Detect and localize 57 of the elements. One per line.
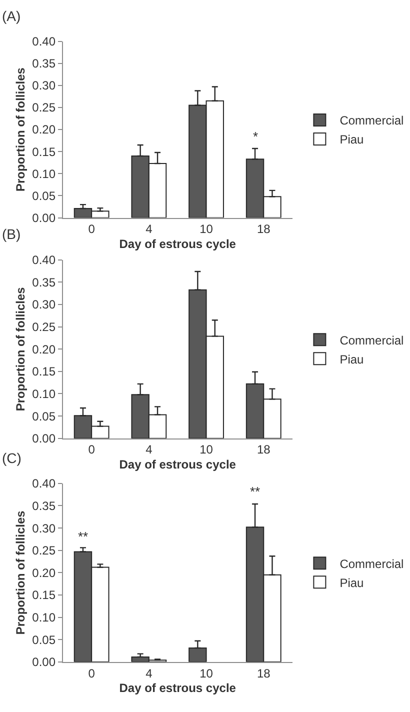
- y-tick-label: 0.30: [32, 298, 56, 312]
- y-tick-label: 0.40: [32, 34, 56, 49]
- y-tick-label: 0.00: [32, 655, 56, 670]
- x-tick-label: 10: [200, 666, 214, 680]
- annotation: **: [78, 529, 88, 544]
- x-tick-label: 18: [256, 666, 271, 680]
- x-tick-label: 0: [88, 222, 96, 236]
- y-tick-label: 0.05: [32, 188, 56, 203]
- x-tick-label: 0: [88, 666, 96, 680]
- x-tick-label: 0: [88, 442, 96, 457]
- x-tick-label: 4: [146, 222, 153, 236]
- x-axis-title: Day of estrous cycle: [119, 237, 236, 252]
- y-axis-title: Proportion of follicles: [13, 67, 28, 192]
- y-tick-label: 0.25: [32, 100, 56, 115]
- y-axis-title: Proportion of follicles: [13, 286, 28, 412]
- y-tick-label: 0.40: [32, 253, 56, 268]
- y-tick-label: 0.20: [32, 122, 56, 137]
- y-tick-label: 0.35: [32, 56, 56, 71]
- y-tick-label: 0.15: [32, 144, 56, 159]
- legend-label: Commercial: [340, 333, 404, 348]
- x-tick-label: 10: [200, 442, 214, 457]
- x-axis-title: Day of estrous cycle: [119, 681, 236, 696]
- y-tick-label: 0.20: [32, 342, 56, 356]
- y-tick-label: 0.15: [32, 364, 56, 379]
- x-tick-label: 10: [200, 222, 214, 236]
- chart-title: (B): [2, 226, 21, 242]
- x-tick-label: 4: [146, 666, 153, 680]
- chart-title: (C): [2, 450, 22, 466]
- legend-label: Commercial: [340, 114, 404, 128]
- x-tick-label: 4: [146, 442, 153, 457]
- x-tick-label: 18: [256, 222, 271, 236]
- y-tick-label: 0.00: [32, 432, 56, 446]
- annotation: *: [253, 129, 258, 144]
- y-tick-label: 0.30: [32, 521, 56, 536]
- y-tick-label: 0.15: [32, 588, 56, 602]
- y-tick-label: 0.05: [32, 409, 56, 424]
- legend-label: Piau: [340, 132, 364, 147]
- y-tick-label: 0.25: [32, 320, 56, 334]
- y-tick-label: 0.20: [32, 566, 56, 580]
- y-axis-title: Proportion of follicles: [13, 510, 28, 635]
- legend-label: Piau: [340, 576, 364, 590]
- y-tick-label: 0.35: [32, 498, 56, 513]
- y-tick-label: 0.00: [32, 210, 56, 225]
- y-tick-label: 0.10: [32, 386, 56, 401]
- annotation: **: [250, 484, 260, 499]
- x-axis-title: Day of estrous cycle: [119, 458, 236, 472]
- y-tick-label: 0.30: [32, 78, 56, 93]
- chart-title: (A): [2, 8, 21, 24]
- y-tick-label: 0.25: [32, 544, 56, 558]
- y-tick-label: 0.10: [32, 610, 56, 624]
- x-tick-label: 18: [256, 442, 271, 457]
- legend-label: Commercial: [340, 556, 404, 571]
- y-tick-label: 0.05: [32, 632, 56, 647]
- legend-label: Piau: [340, 352, 364, 366]
- y-tick-label: 0.10: [32, 166, 56, 181]
- y-tick-label: 0.40: [32, 476, 56, 491]
- y-tick-label: 0.35: [32, 275, 56, 290]
